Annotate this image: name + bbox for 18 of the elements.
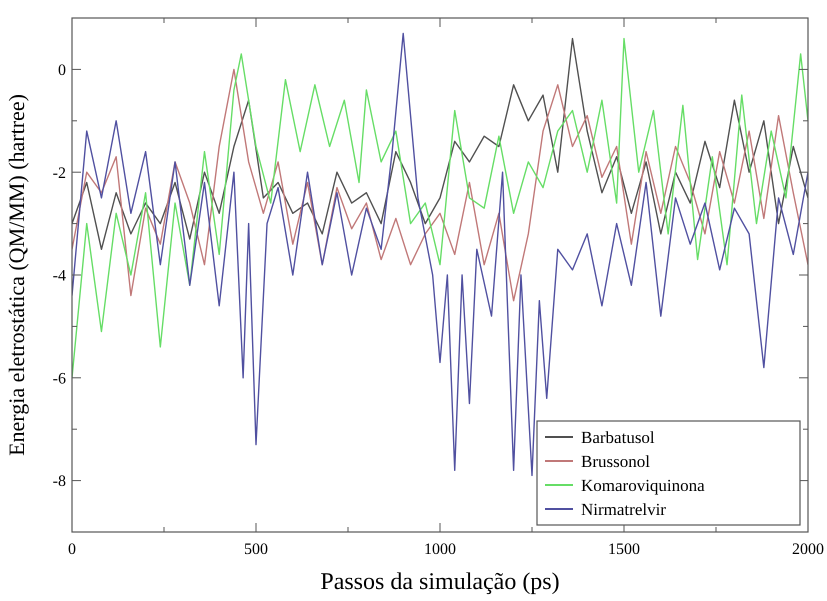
- x-tick-label: 1500: [608, 541, 640, 558]
- line-series: [72, 32, 808, 476]
- x-tick-label: 1000: [424, 541, 456, 558]
- y-tick-label: -8: [52, 473, 66, 490]
- y-tick-label: 0: [58, 62, 66, 79]
- legend-label: Brussonol: [581, 452, 650, 471]
- x-tick-label: 500: [244, 541, 268, 558]
- line-series: [72, 68, 808, 302]
- y-tick-label: -2: [52, 164, 66, 182]
- y-tick-label: -6: [52, 370, 66, 388]
- y-tick-label: -4: [52, 268, 66, 285]
- x-tick-label: 2000: [792, 541, 824, 558]
- line-series: [72, 38, 808, 378]
- y-axis-title: Energia eletrostática (QM/MM) (hartree): [4, 94, 29, 456]
- legend-label: Barbatusol: [581, 428, 655, 447]
- legend-label: Komaroviquinona: [581, 476, 706, 495]
- x-axis-title: Passos da simulação (ps): [320, 569, 560, 595]
- legend-label: Nirmatrelvir: [581, 500, 666, 519]
